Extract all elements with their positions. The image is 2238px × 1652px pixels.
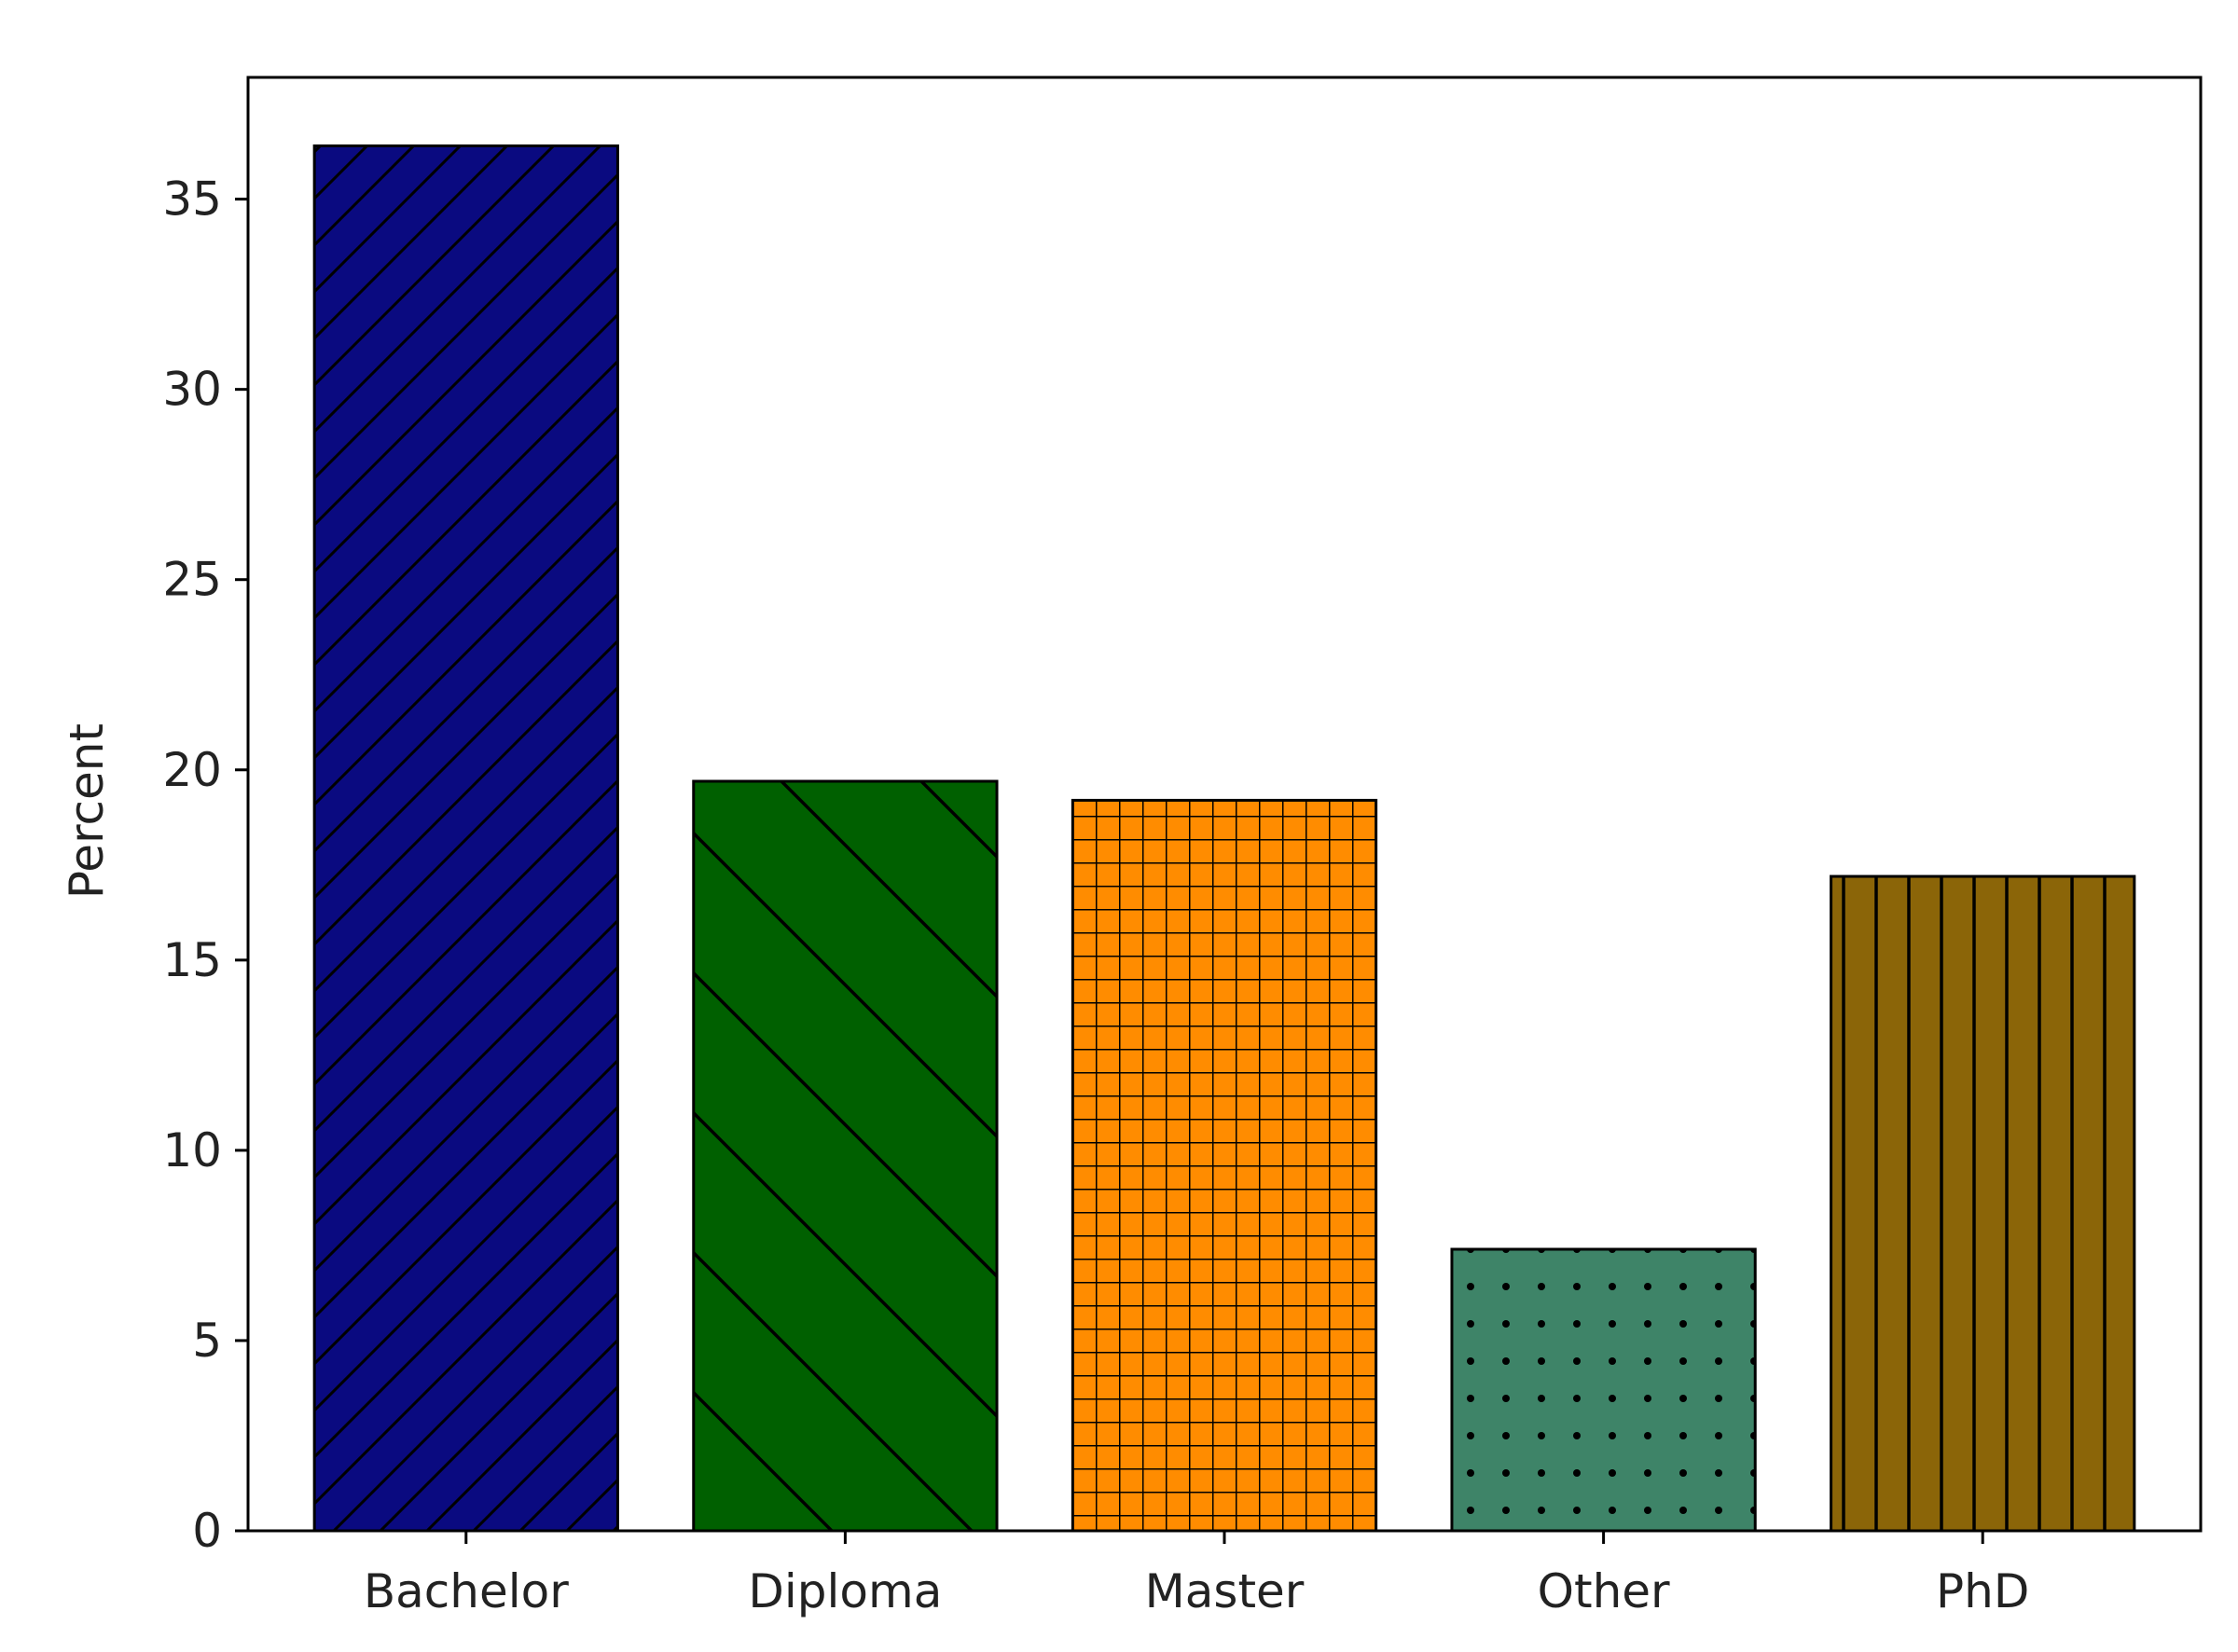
x-tick-label: PhD (1936, 1564, 2029, 1618)
bars-layer (312, 144, 2136, 1533)
x-tick-label: Diploma (748, 1564, 942, 1618)
bar-hatch-master (1071, 798, 1378, 1533)
x-tick-label: Other (1538, 1564, 1670, 1618)
y-tick-label: 35 (162, 172, 222, 227)
y-tick-label: 10 (162, 1123, 222, 1177)
bar-hatch-other (1450, 1247, 1757, 1533)
bar-hatch-diploma (692, 779, 999, 1533)
y-tick-label: 5 (192, 1314, 222, 1368)
y-tick-label: 20 (162, 743, 222, 797)
bar-hatch-phd (1830, 874, 2136, 1533)
y-tick-label: 0 (192, 1504, 222, 1558)
x-axis: Bachelor Diploma Master Other PhD (364, 1531, 2029, 1618)
x-tick-label: Bachelor (364, 1564, 569, 1618)
y-axis-title: Percent (60, 723, 114, 899)
y-tick-label: 15 (162, 933, 222, 987)
y-axis: 0 5 10 15 20 25 30 35 (162, 172, 248, 1558)
y-tick-label: 30 (162, 363, 222, 417)
bar-hatch-bachelor (312, 144, 619, 1533)
x-tick-label: Master (1145, 1564, 1305, 1618)
y-tick-label: 25 (162, 553, 222, 607)
